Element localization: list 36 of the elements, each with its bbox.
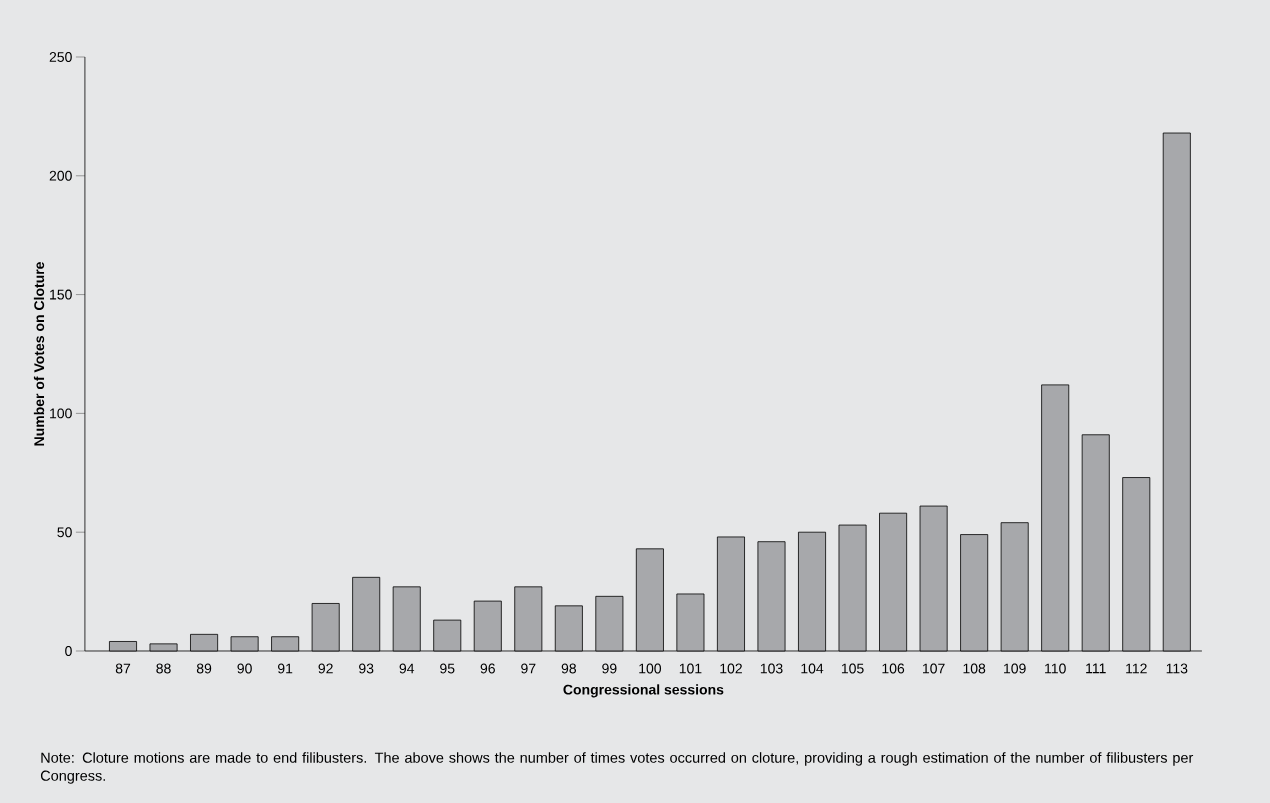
x-tick-label: 105: [841, 663, 864, 674]
x-tick-label: 90: [237, 663, 252, 674]
y-tick-label: 150: [50, 289, 72, 300]
y-tick-label: 200: [49, 170, 72, 181]
x-tick-label: 96: [480, 663, 495, 674]
y-tick-label: 50: [57, 527, 72, 538]
x-tick-label: 99: [602, 663, 617, 674]
x-tick-label: 92: [318, 663, 333, 674]
x-tick-label: 97: [521, 663, 536, 674]
x-tick-label: 111: [1086, 663, 1106, 674]
x-tick-label: 106: [882, 663, 905, 674]
x-tick-label: 107: [923, 663, 945, 674]
x-tick-label: 103: [760, 663, 783, 674]
text: Note: Cloture motions are made to end filibusters. The above shows the number of times votes occurred on cloture, providing a rough estimation of the number of filibusters per Congress.: [40, 752, 1194, 784]
x-tick-label: 100: [639, 663, 662, 674]
x-tick-label: 113: [1166, 663, 1188, 674]
y-tick-label: 250: [49, 52, 72, 62]
x-tick-label: 102: [720, 663, 742, 674]
x-tick-label: 87: [115, 663, 131, 674]
x-axis-title: Congressional sessions: [563, 684, 724, 698]
y-tick-label: 100: [50, 408, 72, 419]
x-tick-label: 112: [1126, 663, 1147, 674]
x-tick-label: 109: [1004, 663, 1026, 674]
y-axis-title: Number of Votes on Cloture: [33, 262, 45, 446]
x-tick-label: 93: [359, 663, 374, 674]
x-tick-label: 95: [440, 663, 455, 674]
x-tick-label: 98: [561, 663, 577, 674]
x-tick-label: 110: [1045, 663, 1066, 674]
x-tick-label: 108: [963, 663, 986, 674]
x-tick-label: 101: [679, 663, 702, 674]
x-tick-label: 94: [399, 663, 415, 674]
x-tick-label: 91: [278, 663, 293, 674]
x-tick-label: 89: [196, 663, 212, 674]
x-tick-label: 104: [801, 663, 824, 674]
y-tick-label: 0: [65, 646, 72, 656]
x-tick-label: 88: [156, 663, 171, 674]
